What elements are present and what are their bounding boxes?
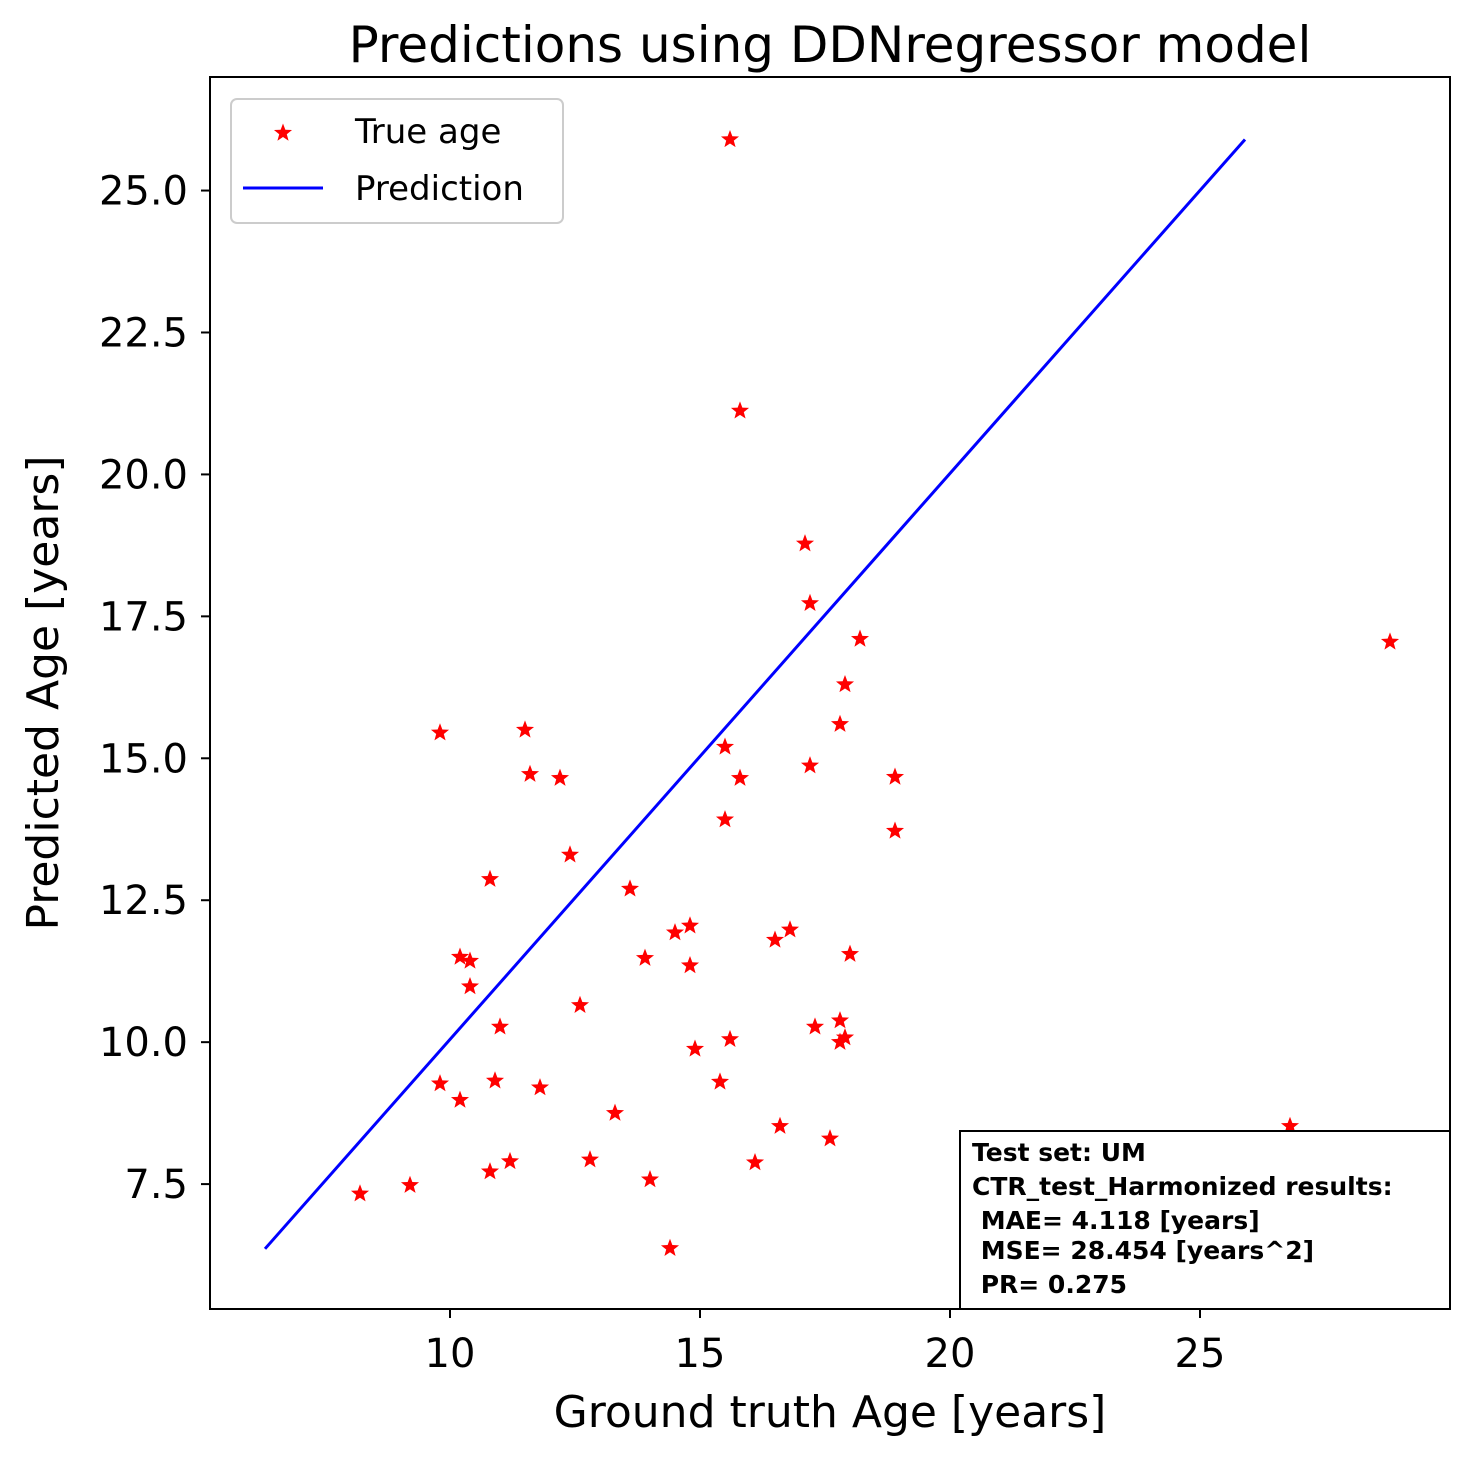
true-age-point [805, 1017, 825, 1035]
y-tick-label: 20.0 [99, 452, 188, 498]
true-age-point [490, 1017, 510, 1035]
true-age-point [850, 629, 870, 647]
true-age-point [480, 869, 500, 887]
legend-star [273, 123, 293, 141]
true-age-point [520, 764, 540, 782]
true-age-point [430, 723, 450, 741]
true-age-point [580, 1150, 600, 1168]
y-tick-label: 7.5 [124, 1162, 188, 1208]
stats-line-test-set: Test set: UM [972, 1138, 1146, 1167]
true-age-point [795, 534, 815, 552]
true-age-point [715, 737, 735, 755]
legend: True age Prediction [230, 98, 564, 224]
legend-frame [230, 98, 564, 224]
y-tick-label: 10.0 [99, 1020, 188, 1066]
true-age-point [730, 401, 750, 419]
true-age-point [485, 1071, 505, 1089]
true-age-point [830, 714, 850, 732]
true-age-point [635, 948, 655, 966]
plot-content [263, 129, 1400, 1256]
true-age-point [765, 930, 785, 948]
true-age-point [885, 821, 905, 839]
y-tick-label: 17.5 [99, 594, 188, 640]
true-age-point [885, 767, 905, 785]
x-tick-label: 10 [425, 1331, 476, 1377]
x-tick-label: 25 [1175, 1331, 1226, 1377]
true-age-point [840, 944, 860, 962]
true-age-point [1380, 632, 1400, 650]
y-tick-label: 22.5 [99, 310, 188, 356]
legend-star-marker [273, 123, 293, 141]
true-age-point [800, 756, 820, 774]
y-axis-ticks: 7.5 10.0 12.5 15.0 17.5 20.0 22.5 25.0 [99, 169, 210, 1208]
x-tick-label: 20 [925, 1331, 976, 1377]
x-tick-label: 15 [675, 1331, 726, 1377]
true-age-point [780, 920, 800, 938]
true-age-point [400, 1175, 420, 1193]
y-axis-label: Predicted Age [years] [18, 455, 69, 930]
true-age-point [685, 1039, 705, 1057]
true-age-point [460, 951, 480, 969]
true-age-point [720, 129, 740, 148]
true-age-point [710, 1072, 730, 1090]
y-tick-label: 15.0 [99, 736, 188, 782]
plot-area [209, 76, 1451, 1310]
y-tick-label: 12.5 [99, 878, 188, 924]
true-age-point [530, 1078, 550, 1096]
true-age-point [665, 923, 685, 941]
true-age-point [605, 1103, 625, 1121]
legend-label-true-age: True age [354, 112, 501, 152]
true-age-point [715, 810, 735, 828]
stats-line-pr: PR= 0.275 [972, 1270, 1127, 1299]
true-age-point [480, 1162, 500, 1180]
true-age-point [680, 956, 700, 974]
true-age-point [515, 720, 535, 738]
chart-title: Predictions using DDNregressor model [349, 16, 1312, 74]
true-age-point [500, 1151, 520, 1170]
y-tick-label: 25.0 [99, 169, 188, 215]
true-age-point [460, 977, 480, 995]
true-age-point [730, 768, 750, 786]
stats-line-mae: MAE= 4.118 [years] [972, 1206, 1260, 1235]
true-age-point [800, 593, 820, 611]
true-age-point [550, 768, 570, 786]
true-age-point [350, 1184, 370, 1202]
true-age-point [745, 1153, 765, 1171]
true-age-point [835, 674, 855, 693]
true-age-point [835, 1028, 855, 1046]
true-age-point [620, 879, 640, 897]
legend-label-prediction: Prediction [355, 169, 524, 209]
prediction-line [263, 138, 1247, 1250]
true-age-point [770, 1116, 790, 1134]
stats-frame [959, 1130, 1451, 1310]
true-age-point [830, 1011, 850, 1029]
stats-annotation-box: Test set: UM CTR_test_Harmonized results… [959, 1130, 1451, 1310]
true-age-point [450, 947, 470, 965]
true-age-point [450, 1090, 470, 1108]
true-age-point [830, 1032, 850, 1050]
true-age-point [570, 995, 590, 1013]
true-age-point [560, 845, 580, 863]
true-age-point [680, 916, 700, 934]
true-age-point [720, 1029, 740, 1048]
stats-line-mse: MSE= 28.454 [years^2] [972, 1236, 1314, 1265]
true-age-point [660, 1238, 680, 1256]
stats-line-results: CTR_test_Harmonized results: [972, 1172, 1393, 1201]
x-axis-ticks: 10 15 20 25 [425, 1309, 1226, 1377]
true-age-point [820, 1129, 840, 1147]
true-age-point [430, 1074, 450, 1092]
x-axis-label: Ground truth Age [years] [554, 1387, 1107, 1438]
true-age-point [640, 1170, 660, 1188]
true-age-point [1280, 1116, 1300, 1134]
